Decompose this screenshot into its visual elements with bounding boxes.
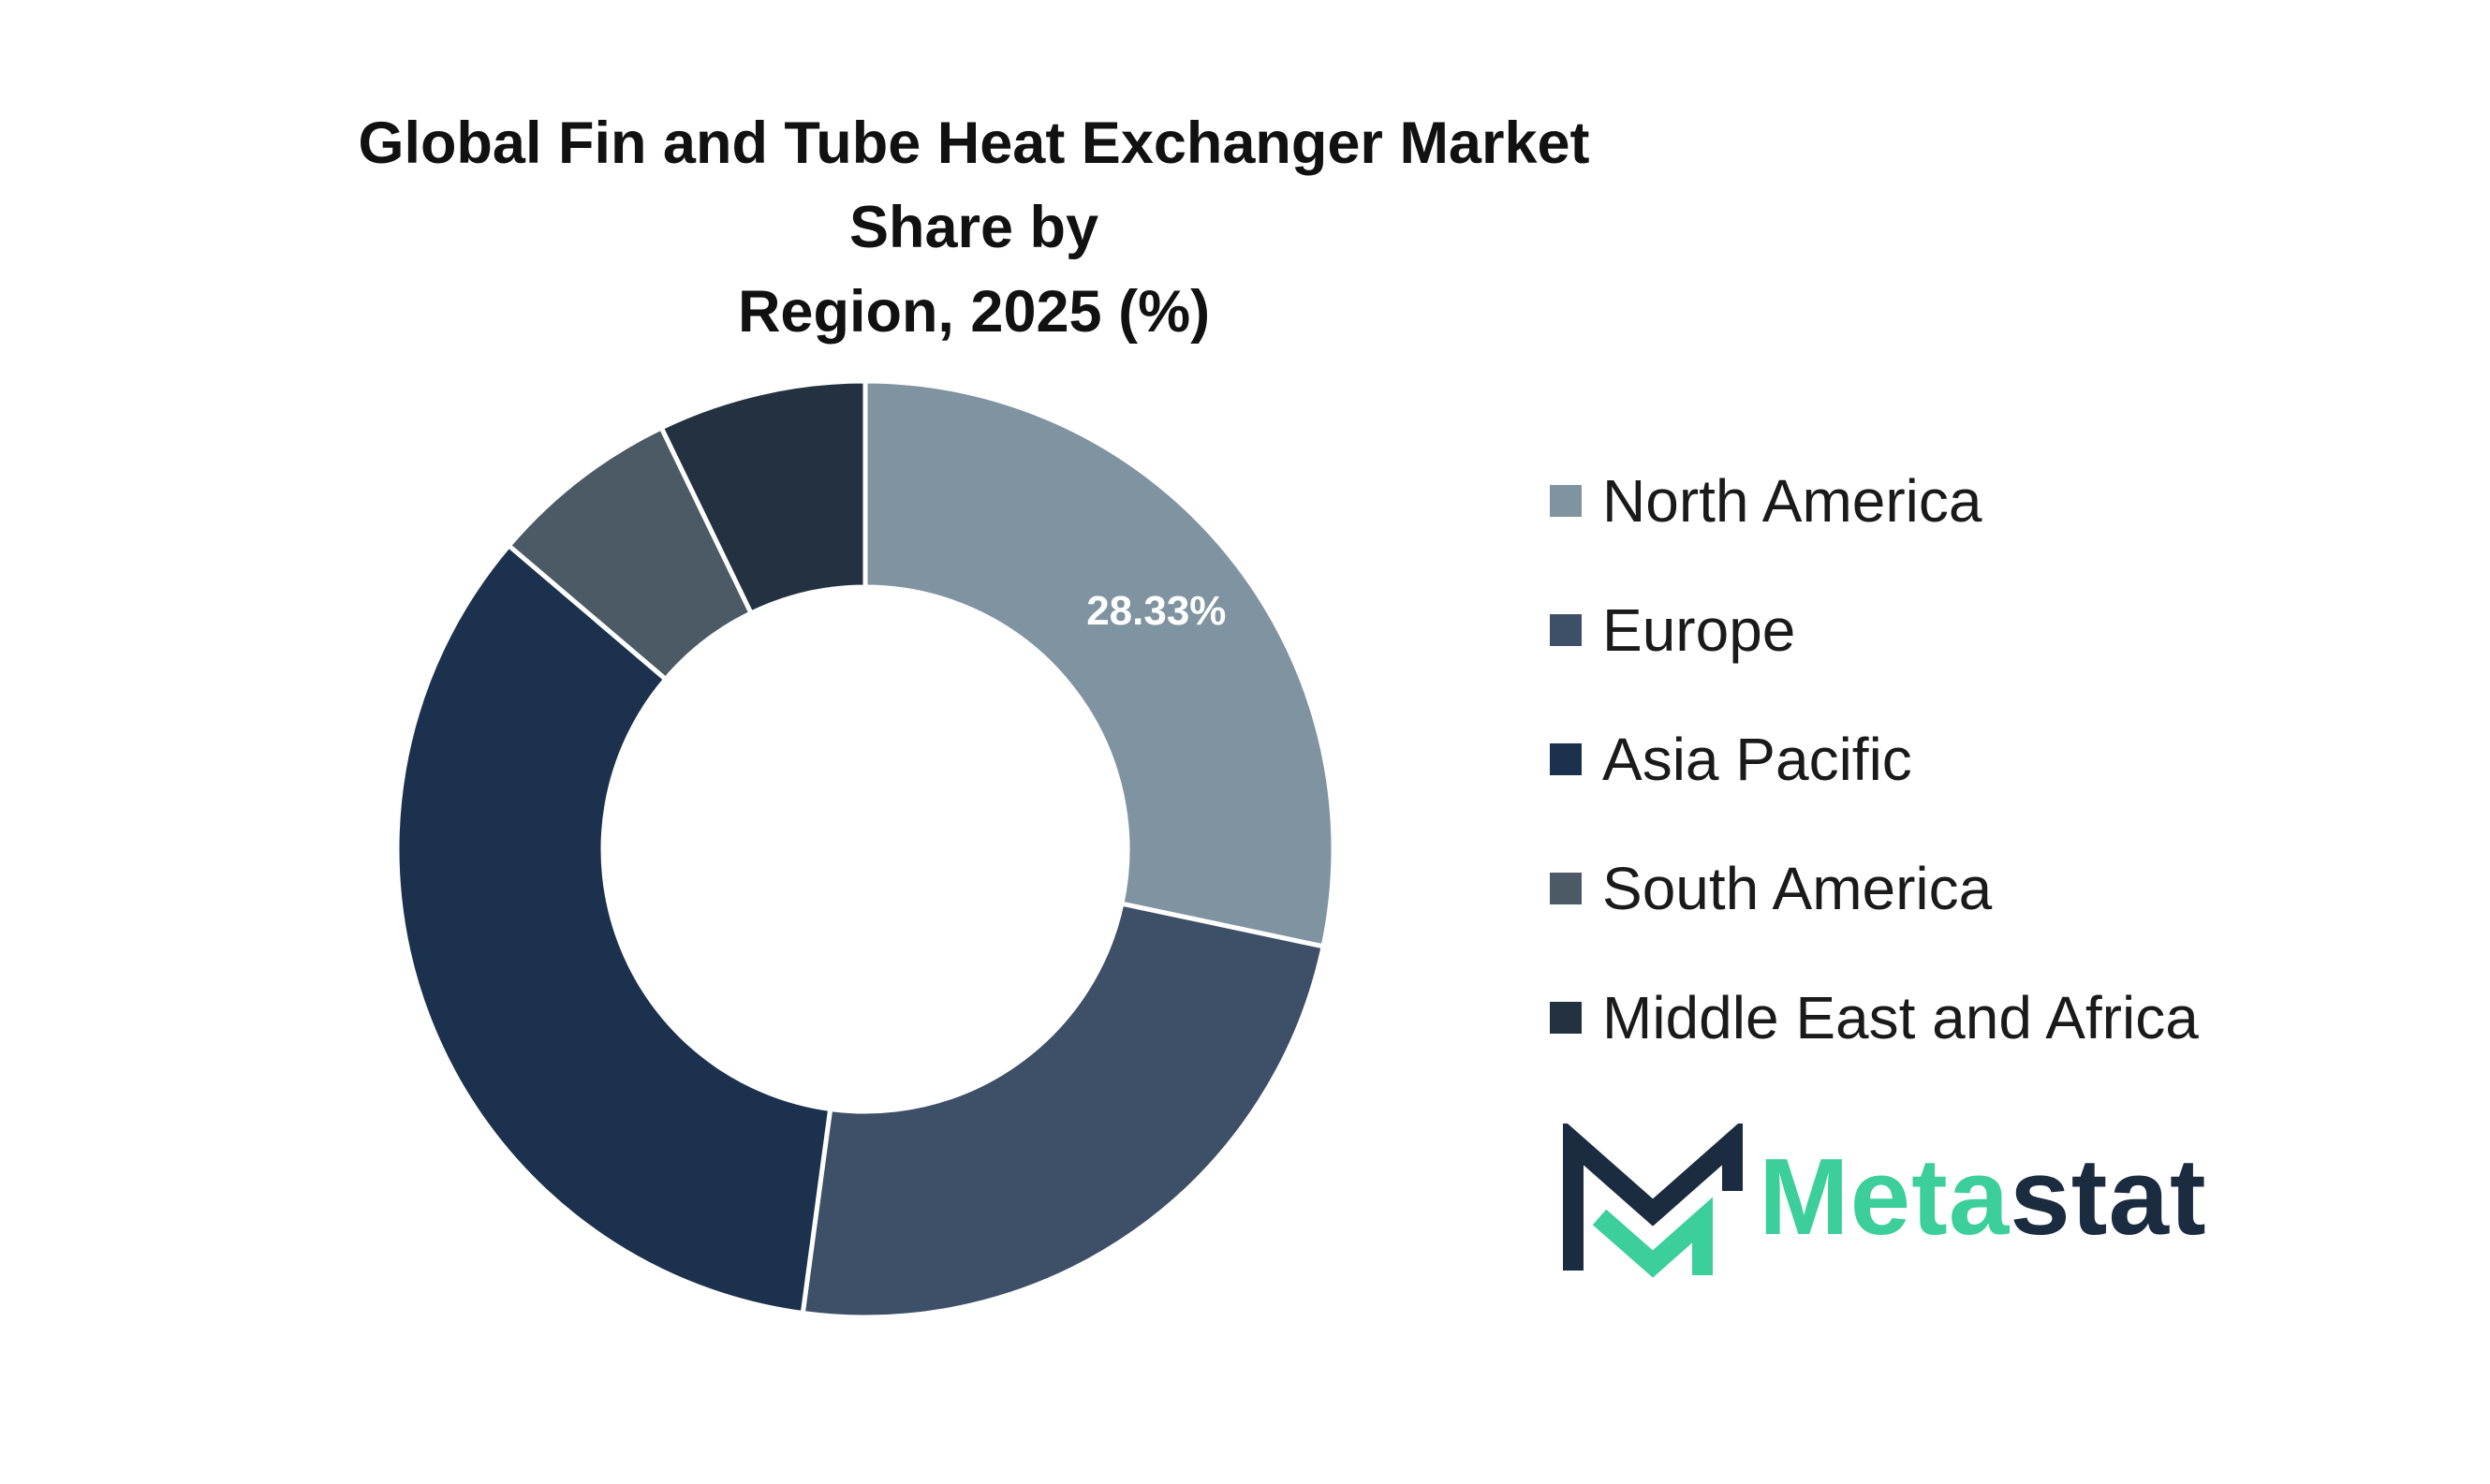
slice-europe	[800, 901, 1327, 1320]
legend-swatch	[1550, 485, 1582, 517]
logo-text-stat: stat	[2010, 1136, 2207, 1257]
legend-label: South America	[1602, 855, 1993, 922]
data-label-north-america: 28.33%	[1086, 588, 1226, 634]
legend-item-europe: Europe	[1550, 566, 2199, 695]
slice-asia-pacific	[394, 542, 833, 1316]
slice-north-america	[862, 378, 1336, 949]
donut-chart: 28.33%	[394, 378, 1336, 1320]
legend-label: Middle East and Africa	[1602, 984, 2199, 1051]
legend-item-south-america: South America	[1550, 824, 2199, 953]
legend-label: Europe	[1602, 596, 1796, 664]
chart-title: Global Fin and Tube Heat Exchanger Marke…	[309, 101, 1639, 354]
legend-item-north-america: North America	[1550, 436, 2199, 566]
chart-legend: North America Europe Asia Pacific South Ame…	[1550, 436, 2199, 1082]
metastat-logo-wordmark: Metastat	[1759, 1140, 2207, 1253]
metastat-logo-mark-icon	[1563, 1119, 1743, 1278]
legend-item-asia-pacific: Asia Pacific	[1550, 695, 2199, 824]
legend-swatch	[1550, 873, 1582, 904]
legend-label: Asia Pacific	[1602, 726, 1912, 793]
legend-swatch	[1550, 614, 1582, 646]
slice-middle-east-and-africa	[657, 378, 868, 617]
chart-title-line-2: Region, 2025 (%)	[737, 279, 1211, 345]
legend-swatch	[1550, 743, 1582, 775]
metastat-logo: Metastat	[1562, 1119, 2274, 1283]
chart-title-line-1: Global Fin and Tube Heat Exchanger Marke…	[358, 110, 1590, 260]
legend-item-middle-east-and-africa: Middle East and Africa	[1550, 953, 2199, 1082]
legend-label: North America	[1602, 467, 1982, 535]
logo-text-meta: Meta	[1759, 1136, 2011, 1257]
legend-swatch	[1550, 1002, 1582, 1034]
